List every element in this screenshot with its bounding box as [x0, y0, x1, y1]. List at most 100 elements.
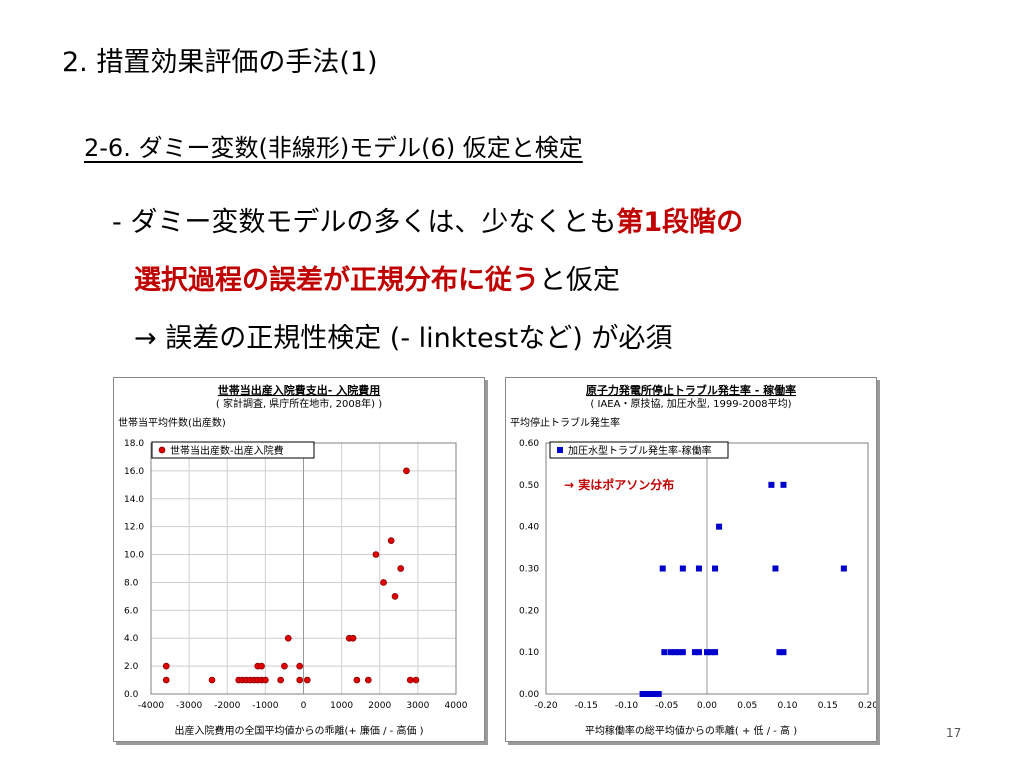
data-point: [695, 565, 702, 572]
data-point: [208, 676, 216, 684]
data-point: [397, 565, 405, 572]
chart-title: 原子力発電所停止トラブル発生率 - 稼働率: [586, 383, 796, 397]
x-tick-label: 0.20: [858, 701, 876, 711]
data-point: [387, 537, 395, 544]
data-point: [262, 676, 269, 684]
y-axis-label: 平均停止トラブル発生率: [510, 416, 620, 429]
y-tick-label: 0.40: [519, 523, 539, 533]
y-tick-label: 10.0: [124, 551, 144, 561]
bullet-line-3: → 誤差の正規性検定 (- linktestなど) が必須: [134, 323, 673, 354]
data-point: [655, 691, 662, 697]
x-tick-label: 3000: [406, 701, 429, 711]
x-tick-label: -0.05: [655, 701, 678, 711]
y-tick-label: 2.0: [124, 662, 139, 672]
y-tick-label: 18.0: [124, 439, 144, 449]
y-tick-label: 0.60: [519, 439, 539, 449]
chart-nuclear: 原子力発電所停止トラブル発生率 - 稼働率 ( IAEA・原技協, 加圧水型, …: [510, 383, 878, 737]
x-tick-label: -3000: [176, 701, 202, 711]
data-point: [364, 676, 372, 684]
x-tick-label: 0.15: [818, 701, 838, 711]
legend-label: 世帯当出産数-出産入院費: [170, 444, 284, 457]
slide-title: 2. 措置効果評価の手法(1): [62, 47, 378, 78]
data-point: [406, 676, 414, 684]
data-point: [353, 676, 361, 684]
data-point: [372, 551, 380, 558]
bullet-line-1: - ダミー変数モデルの多くは、少なくとも第1段階の: [112, 200, 743, 239]
data-point: [708, 649, 715, 656]
legend: 世帯当出産数-出産入院費: [151, 441, 315, 459]
data-point: [639, 691, 646, 697]
y-tick-label: 0.20: [519, 606, 539, 616]
page-number: 17: [946, 726, 962, 740]
data-point: [296, 676, 304, 684]
data-point: [281, 662, 288, 670]
data-point: [695, 649, 702, 656]
chart-panel-nuclear: 原子力発電所停止トラブル発生率 - 稼働率 ( IAEA・原技協, 加圧水型, …: [505, 377, 878, 742]
data-point: [349, 634, 357, 642]
y-tick-label: 8.0: [124, 578, 139, 588]
legend: 加圧水型トラブル発生率-稼働率: [549, 441, 729, 459]
chart-annotation: → 実はポアソン分布: [564, 477, 674, 492]
data-point: [643, 691, 650, 697]
y-axis-label: 世帯当平均件数(出産数): [118, 416, 226, 429]
data-point: [671, 649, 678, 656]
slide-subtitle: 2-6. ダミー変数(非線形)モデル(6) 仮定と検定: [84, 134, 583, 162]
data-point: [303, 676, 311, 684]
data-point: [772, 565, 779, 572]
data-point: [284, 634, 292, 642]
bullet-1-text: - ダミー変数モデルの多くは、少なくとも: [112, 207, 617, 238]
x-tick-label: -4000: [138, 701, 164, 711]
data-point: [412, 676, 420, 684]
bullet-line-2: 選択過程の誤差が正規分布に従うと仮定: [134, 258, 620, 297]
data-point: [647, 691, 654, 697]
y-tick-label: 0.10: [519, 648, 539, 658]
data-point: [380, 579, 387, 586]
x-tick-label: -0.20: [534, 701, 558, 711]
y-tick-label: 14.0: [124, 495, 144, 505]
legend-marker: [557, 447, 563, 453]
y-tick-label: 16.0: [124, 467, 144, 477]
x-tick-label: -2000: [214, 701, 240, 711]
y-tick-label: 0.00: [519, 690, 539, 700]
x-tick-label: 0.05: [737, 701, 757, 711]
x-tick-label: -0.15: [575, 701, 598, 711]
data-point: [667, 649, 674, 656]
bullet-1-emphasis: 第1段階の: [616, 207, 744, 238]
data-point: [776, 649, 783, 656]
x-tick-label: -1000: [252, 701, 278, 711]
chart-childbirth: 世帯当出産入院費支出- 入院費用 ( 家計調査, 県庁所在地市, 2008年) …: [118, 383, 468, 737]
data-point: [716, 523, 723, 530]
y-tick-label: 0.0: [124, 690, 139, 700]
legend-label: 加圧水型トラブル発生率-稼働率: [568, 444, 712, 457]
bullet-2-emphasis: 選択過程の誤差が正規分布に従う: [134, 265, 539, 296]
y-tick-label: 0.50: [519, 481, 539, 491]
data-point: [403, 467, 410, 475]
data-point: [162, 662, 170, 670]
x-axis-label: 平均稼働率の総平均値からの乖離( + 低 / - 高 ): [585, 724, 797, 737]
data-point: [704, 649, 710, 656]
data-point: [780, 649, 787, 656]
x-tick-label: 0.00: [697, 701, 717, 711]
data-point: [679, 565, 686, 572]
chart-title: 世帯当出産入院費支出- 入院費用: [218, 383, 380, 397]
data-point: [258, 662, 265, 670]
data-point: [675, 649, 682, 656]
y-tick-label: 6.0: [124, 606, 139, 616]
x-tick-label: 0.10: [777, 701, 797, 711]
chart-subtitle: ( 家計調査, 県庁所在地市, 2008年) ): [216, 397, 382, 410]
x-tick-label: -0.10: [615, 701, 639, 711]
chart-subtitle: ( IAEA・原技協, 加圧水型, 1999-2008平均): [590, 397, 791, 410]
data-point: [679, 649, 686, 656]
data-point: [162, 676, 170, 684]
x-tick-label: 1000: [330, 701, 353, 711]
x-axis-label: 出産入院費用の全国平均値からの乖離(+ 廉価 / - 高価 ): [174, 724, 423, 737]
data-point: [391, 593, 399, 600]
legend-box: [549, 441, 729, 459]
x-tick-label: 4000: [445, 701, 468, 711]
y-tick-label: 4.0: [124, 634, 139, 644]
x-tick-label: 2000: [368, 701, 391, 711]
legend-box: [151, 441, 315, 459]
data-point: [296, 662, 304, 670]
data-point: [712, 649, 719, 656]
data-point: [661, 649, 668, 656]
